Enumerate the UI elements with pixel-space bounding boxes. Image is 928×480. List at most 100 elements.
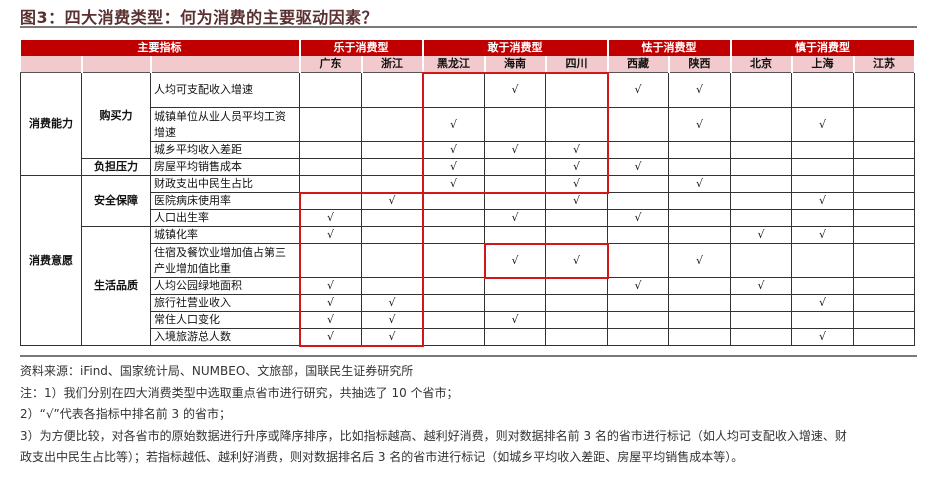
header-row-cities: 广东 浙江 黑龙江 海南 四川 西藏 陕西 北京 上海 江苏 [20,56,916,73]
check-mark-icon: √ [818,194,826,207]
check-cell [484,107,546,142]
table-row: 城乡平均收入差距 √ √ √ [21,141,915,159]
check-cell [422,277,485,295]
check-cell: √ [545,192,608,210]
check-cell [361,209,423,227]
category-level-1: 消费意愿 [20,175,82,346]
check-cell [730,243,792,278]
check-cell [853,277,915,295]
check-cell [545,328,608,346]
check-mark-icon: √ [695,253,703,267]
check-cell [422,192,485,210]
table-row: 生活品质 城镇化率 √ √ √ [21,226,915,346]
check-cell: √ [791,328,854,346]
check-mark-icon: √ [634,211,642,224]
check-cell [361,72,423,108]
check-cell [545,311,608,329]
check-cell [853,158,915,176]
check-cell [853,328,915,346]
check-cell [668,277,731,295]
consumption-type-table: 主要指标 乐于消费型 敢于消费型 怯于消费型 慎于消费型 广东 浙江 黑龙江 海南 四川 西藏 陕西北… [20,40,916,346]
check-cell [853,192,915,210]
check-cell [607,192,669,210]
check-mark-icon: √ [511,253,519,267]
category-level-2: 购买力 [81,72,151,159]
check-cell [607,328,669,346]
check-cell [668,226,731,244]
indicator-name: 城乡平均收入差距 [150,141,300,159]
check-cell [299,107,362,142]
check-cell [299,175,362,193]
note-3-line-1: 3）为方便比较，对各省市的原始数据进行升序或降序排序，比如指标越高、越利好消费，… [20,428,847,443]
check-cell: √ [668,243,731,278]
header-city: 陕西 [668,56,732,73]
indicator-name: 入境旅游总人数 [150,328,300,346]
header-city: 浙江 [361,56,424,73]
check-cell [668,209,731,227]
header-group-1: 乐于消费型 [299,40,424,56]
check-cell [545,277,608,295]
check-cell [791,175,854,193]
check-cell [299,192,362,210]
check-cell [422,311,485,329]
check-mark-icon: √ [695,177,703,190]
check-cell: √ [484,243,546,278]
check-cell: √ [791,226,854,244]
check-cell: √ [607,158,669,176]
check-cell [484,192,546,210]
check-cell [791,311,854,329]
check-cell [668,158,731,176]
header-city: 西藏 [607,56,670,73]
check-mark-icon: √ [634,160,642,173]
indicator-name: 住宿及餐饮业增加值占第三产业增加值比重 [150,243,300,278]
check-cell [730,158,792,176]
check-cell [545,226,608,244]
check-cell: √ [545,243,608,278]
check-mark-icon: √ [326,211,334,224]
check-cell [422,243,485,278]
check-cell [853,209,915,227]
check-cell [730,175,792,193]
check-cell: √ [545,158,608,176]
check-cell: √ [299,277,362,295]
check-cell [607,175,669,193]
check-cell [730,107,792,142]
header-city: 海南 [484,56,547,73]
check-mark-icon: √ [326,330,334,343]
indicator-name: 人均公园绿地面积 [150,277,300,295]
check-cell: √ [299,311,362,329]
check-mark-icon: √ [511,211,519,224]
figure-title: 图3：四大消费类型：何为消费的主要驱动因素？ [20,8,379,27]
check-mark-icon: √ [572,177,580,190]
check-cell [853,311,915,329]
check-mark-icon: √ [757,279,765,292]
check-cell [361,175,423,193]
table-row: 人均公园绿地面积 √ √ √ [21,277,915,295]
note-3-line-2: 政支出中民生占比等）；若指标越低、越利好消费，则对数据排名后 3 名的省市进行标… [20,450,744,464]
check-cell: √ [545,141,608,159]
check-cell [484,175,546,193]
check-cell: √ [668,72,731,108]
table-row: 人口出生率 √ √ √ [21,209,915,227]
check-cell [607,311,669,329]
check-cell: √ [484,311,546,329]
header-city: 黑龙江 [422,56,486,73]
header-group-3: 怯于消费型 [607,40,732,56]
consumption-type-table-container: 主要指标 乐于消费型 敢于消费型 怯于消费型 慎于消费型 广东 浙江 黑龙江 海南 四川 西藏 陕西北… [20,40,916,347]
check-mark-icon: √ [449,160,457,173]
table-row: 入境旅游总人数 √ √ √ [21,328,915,346]
check-cell [730,294,792,312]
check-cell [668,294,731,312]
check-cell [299,158,362,176]
check-cell [791,141,854,159]
check-mark-icon: √ [326,228,334,241]
check-cell [607,107,669,142]
header-row-groups: 主要指标 乐于消费型 敢于消费型 怯于消费型 慎于消费型 [20,40,916,56]
check-cell [361,107,423,142]
check-cell [730,72,792,108]
check-cell: √ [361,192,423,210]
check-cell [853,226,915,244]
check-mark-icon: √ [634,279,642,292]
check-cell [730,209,792,227]
check-cell [545,294,608,312]
